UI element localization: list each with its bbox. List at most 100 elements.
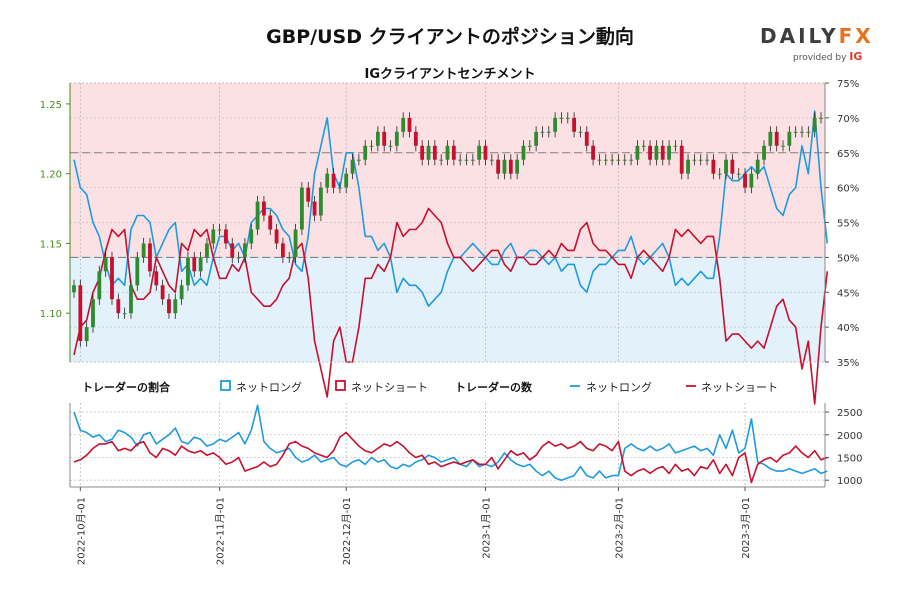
candle-body [148, 243, 152, 272]
net-short-count-line [73, 431, 828, 484]
candle-body [730, 159, 735, 174]
candle-body [192, 257, 197, 272]
candle-body [236, 257, 241, 259]
candle-body [135, 257, 140, 286]
net-long-zone [70, 257, 825, 362]
legend-count-long-label: ネットロング [586, 380, 652, 394]
candle-body [243, 243, 247, 258]
candle-body [205, 243, 209, 258]
candle-body [413, 131, 418, 146]
candle-body [762, 145, 766, 160]
candle-body [673, 145, 678, 147]
lower-panel-grid [70, 403, 825, 487]
candle-body [477, 145, 482, 160]
net-long-count-line [73, 404, 828, 482]
candle-body [483, 145, 488, 160]
candle-body [198, 257, 203, 272]
candle-body [230, 243, 235, 258]
candle-body [508, 159, 513, 174]
candle-body [686, 159, 690, 174]
candle-body [464, 159, 469, 161]
candle-body [534, 131, 539, 146]
legend-ratio-short-label: ネットショート [351, 381, 428, 394]
count-tick-label: 1000 [837, 476, 862, 487]
count-tick-label: 2000 [837, 431, 862, 442]
candle-body [736, 173, 741, 175]
candle-body [768, 131, 773, 146]
candle-body [553, 117, 558, 132]
candle-body [597, 159, 602, 161]
candle-body [743, 173, 747, 188]
candle-body [255, 201, 260, 230]
x-tick-label: 2023-1月-01 [480, 497, 492, 559]
candle-body [755, 159, 760, 174]
candle-body [344, 173, 349, 188]
x-tick-label: 2022-12月-01 [341, 497, 353, 565]
logo-provided-by: provided by IG [793, 50, 870, 63]
candle-body [470, 159, 475, 161]
candle-body [540, 131, 545, 133]
candle-body [337, 187, 342, 189]
candle-body [819, 117, 823, 119]
candle-body [325, 173, 330, 188]
candle-body [692, 159, 697, 161]
candle-body [394, 131, 399, 146]
candle-body [458, 159, 463, 161]
percent-tick-label: 65% [837, 149, 859, 160]
candle-body [603, 159, 608, 161]
candle-body [426, 145, 431, 160]
candle-body [800, 131, 804, 133]
lower-panel-axes [69, 403, 826, 488]
percent-axis-ticks: 35% 40% 45% 50% 55% 60% 65% 70% 75% [825, 79, 859, 369]
candle-body [369, 145, 374, 147]
candle-body [167, 299, 171, 314]
candle-body [173, 299, 178, 314]
candle-body [116, 299, 121, 314]
net-short-zone [70, 83, 825, 258]
candle-body [129, 285, 133, 314]
legend-ratio-long-label: ネットロング [236, 380, 302, 394]
candle-body [806, 131, 811, 133]
candle-body [78, 285, 83, 342]
candle-body [350, 159, 355, 174]
logo-ig: IG [849, 50, 863, 63]
candle-body [375, 131, 380, 146]
percent-tick-label: 70% [837, 114, 859, 125]
candle-body [774, 131, 779, 146]
x-tick-label: 2022-10月-01 [75, 497, 87, 565]
price-tick-label: 1.15 [40, 239, 62, 250]
candle-body [749, 173, 754, 188]
candle-body [584, 131, 589, 146]
candle-body [356, 159, 361, 161]
percent-tick-label: 40% [837, 323, 859, 334]
candle-body [705, 159, 709, 161]
percent-tick-label: 55% [837, 219, 859, 230]
percent-tick-label: 35% [837, 358, 859, 369]
candle-body [654, 145, 659, 160]
candle-body [781, 145, 785, 147]
candle-body [439, 159, 444, 161]
candle-body [622, 159, 627, 161]
candle-body [186, 257, 190, 286]
price-tick-label: 1.25 [40, 100, 62, 111]
percent-tick-label: 60% [837, 184, 859, 195]
candle-body [578, 131, 583, 133]
candle-body [401, 117, 406, 132]
logo-fx: FX [838, 24, 874, 48]
candle-body [179, 285, 184, 300]
candle-body [312, 201, 317, 216]
candle-body [787, 131, 792, 146]
percent-tick-label: 45% [837, 288, 859, 299]
candle-body [711, 159, 716, 174]
logo-daily: DAILY [760, 24, 839, 48]
legend-ratio-long-swatch [220, 380, 231, 391]
candle-body [572, 117, 577, 132]
candle-body [496, 159, 501, 174]
candle-body [363, 145, 368, 160]
candle-body [97, 271, 102, 300]
legend-ratio-title: トレーダーの割合 [82, 380, 171, 394]
candle-body [72, 285, 76, 293]
legend: トレーダーの割合 ネットロング ネットショート トレーダーの数 ネットロング ネ… [82, 380, 778, 394]
legend-ratio-short-swatch [335, 380, 346, 391]
